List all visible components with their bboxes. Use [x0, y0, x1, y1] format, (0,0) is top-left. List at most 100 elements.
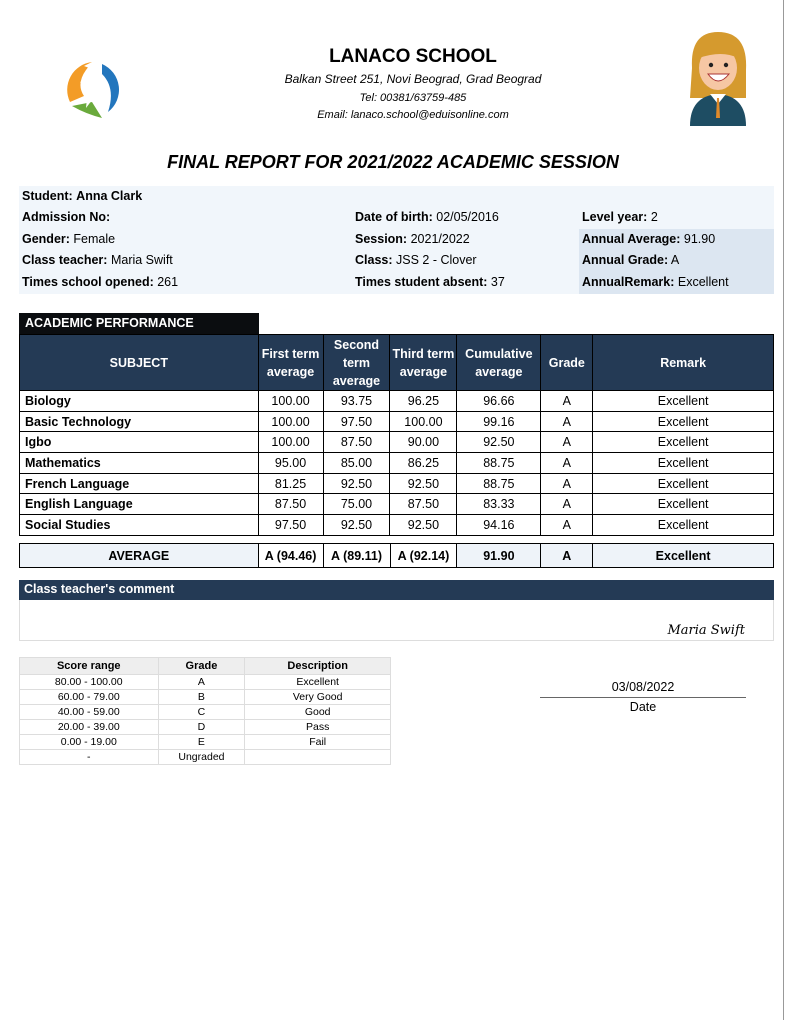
grading-column-header: Grade — [157, 657, 246, 675]
subject-row: French Language 81.25 92.50 92.50 88.75 A Exce… — [19, 472, 774, 495]
column-header: Second term average — [322, 334, 391, 391]
date-label: Date — [629, 700, 657, 714]
subject-row: Social Studies 97.50 92.50 92.50 94.16 A Excel… — [19, 514, 774, 536]
column-header: Cumulative average — [456, 334, 542, 391]
info-teacher: Class teacher: Maria Swift — [22, 253, 173, 267]
score-cell: Excellent — [592, 452, 774, 474]
score-cell: 86.25 — [389, 452, 458, 474]
subject-row: Basic Technology 100.00 97.50 100.00 99.16 A E… — [19, 410, 774, 433]
grading-cell: 60.00 - 79.00 — [19, 689, 159, 705]
score-cell: 88.75 — [456, 452, 542, 474]
score-cell: 97.50 — [322, 410, 391, 433]
column-header: SUBJECT — [19, 334, 259, 391]
report-date: 03/08/2022 — [611, 680, 675, 694]
info-annual-average: Annual Average: 91.90 — [582, 232, 716, 246]
comment-body: Maria Swift — [19, 600, 774, 641]
info-opened: Times school opened: 261 — [22, 275, 179, 289]
grading-cell — [244, 749, 391, 765]
score-cell: A — [540, 390, 594, 412]
report-title: FINAL REPORT FOR 2021/2022 ACADEMIC SESS… — [167, 152, 619, 172]
column-header: First term average — [257, 334, 324, 391]
comment-header: Class teacher's comment — [19, 580, 774, 600]
score-cell: 87.50 — [257, 493, 324, 516]
grading-cell: C — [157, 704, 246, 720]
score-cell: A — [540, 410, 594, 433]
score-cell: 96.66 — [456, 390, 542, 412]
grading-cell: D — [157, 719, 246, 735]
score-cell: 92.50 — [389, 472, 458, 495]
grading-row: 0.00 - 19.00 E Fail — [19, 734, 391, 750]
column-header: Remark — [592, 334, 774, 391]
score-cell: 92.50 — [322, 472, 391, 495]
grading-cell: 0.00 - 19.00 — [19, 734, 159, 750]
score-cell: 90.00 — [389, 431, 458, 454]
subject-row: Igbo 100.00 87.50 90.00 92.50 A Excellent — [19, 431, 774, 454]
performance-header-row: SUBJECT First term average Second term ave… — [19, 334, 774, 391]
subject-row: Mathematics 95.00 85.00 86.25 88.75 A Excellen… — [19, 452, 774, 474]
average-cell: A — [540, 543, 594, 568]
performance-table: SUBJECT First term average Second term ave… — [19, 334, 774, 536]
info-admission: Admission No: — [22, 210, 111, 224]
grading-cell: 40.00 - 59.00 — [19, 704, 159, 720]
grading-cell: 20.00 - 39.00 — [19, 719, 159, 735]
column-header: Third term average — [389, 334, 458, 391]
score-cell: 92.50 — [456, 431, 542, 454]
column-header: Grade — [540, 334, 594, 391]
subject-name: Social Studies — [19, 514, 259, 536]
grading-cell: A — [157, 674, 246, 690]
student-avatar-icon — [690, 32, 747, 126]
info-level: Level year: 2 — [582, 210, 658, 224]
grading-scale-table: Score range Grade Description 80.00 - 100.… — [19, 657, 391, 765]
score-cell: 85.00 — [322, 452, 391, 474]
score-cell: 94.16 — [456, 514, 542, 536]
info-session: Session: 2021/2022 — [355, 232, 470, 246]
info-annual-remark: AnnualRemark: Excellent — [582, 275, 729, 289]
score-cell: A — [540, 493, 594, 516]
grading-column-header: Score range — [19, 657, 159, 675]
grading-row: 80.00 - 100.00 A Excellent — [19, 674, 391, 690]
info-gender: Gender: Female — [22, 232, 116, 246]
school-address: Balkan Street 251, Novi Beograd, Grad Be… — [284, 72, 542, 86]
annual-summary-shade — [579, 229, 774, 294]
score-cell: 75.00 — [322, 493, 391, 516]
score-cell: 100.00 — [389, 410, 458, 433]
subject-name: French Language — [19, 472, 259, 495]
score-cell: Excellent — [592, 514, 774, 536]
score-cell: 81.25 — [257, 472, 324, 495]
score-cell: 96.25 — [389, 390, 458, 412]
average-row: AVERAGE A (94.46) A (89.11) A (92.14) 91.90 A… — [19, 543, 774, 568]
score-cell: Excellent — [592, 390, 774, 412]
score-cell: 100.00 — [257, 390, 324, 412]
average-cell: 91.90 — [456, 543, 542, 568]
score-cell: Excellent — [592, 472, 774, 495]
average-table: AVERAGE A (94.46) A (89.11) A (92.14) 91.90 A… — [19, 543, 774, 568]
score-cell: A — [540, 431, 594, 454]
grading-cell: 80.00 - 100.00 — [19, 674, 159, 690]
subject-name: Biology — [19, 390, 259, 412]
score-cell: 88.75 — [456, 472, 542, 495]
score-cell: A — [540, 472, 594, 495]
teacher-signature: Maria Swift — [667, 623, 745, 638]
school-logo-icon — [67, 62, 120, 118]
school-tel: Tel: 00381/63759-485 — [359, 92, 467, 104]
score-cell: 97.50 — [257, 514, 324, 536]
grading-cell: B — [157, 689, 246, 705]
subject-name: Mathematics — [19, 452, 259, 474]
average-cell: A (94.46) — [257, 543, 324, 568]
score-cell: 92.50 — [389, 514, 458, 536]
subject-name: Igbo — [19, 431, 259, 454]
score-cell: Excellent — [592, 493, 774, 516]
score-cell: A — [540, 514, 594, 536]
academic-performance-tab: ACADEMIC PERFORMANCE — [19, 313, 259, 334]
grading-cell: Good — [244, 704, 391, 720]
school-email: Email: lanaco.school@eduisonline.com — [317, 109, 509, 121]
grading-cell: E — [157, 734, 246, 750]
subject-row: Biology 100.00 93.75 96.25 96.66 A Excellent — [19, 390, 774, 412]
grading-cell: Very Good — [244, 689, 391, 705]
info-annual-grade: Annual Grade: A — [582, 253, 680, 267]
grading-row: 20.00 - 39.00 D Pass — [19, 719, 391, 735]
average-cell: A (92.14) — [389, 543, 458, 568]
score-cell: 87.50 — [389, 493, 458, 516]
score-cell: 95.00 — [257, 452, 324, 474]
info-class: Class: JSS 2 - Clover — [355, 253, 477, 267]
